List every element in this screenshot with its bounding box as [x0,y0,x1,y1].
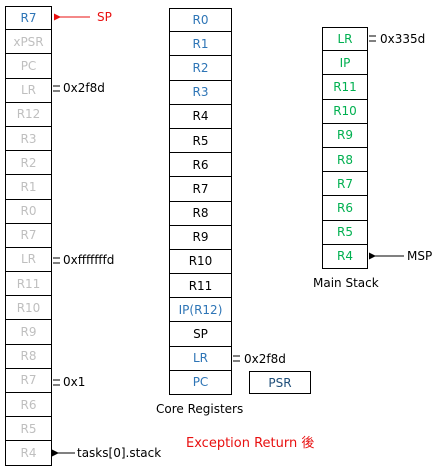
task-lr-value-2: 0xfffffffd [63,253,115,267]
main-stack-cell: LR [322,27,368,52]
main-stack-caption: Main Stack [313,276,379,290]
task-stack-cell: R6 [5,393,52,418]
task-stack-cell: R7 [5,6,52,31]
main-lr-value: 0x335d [380,32,426,46]
task-stack-cell: PC [5,54,52,79]
core-registers-caption: Core Registers [156,402,244,416]
core-register-cell: R8 [169,201,232,226]
core-register-cell: R0 [169,8,232,33]
task-stack-cell: R9 [5,320,52,345]
core-register-cell: R9 [169,225,232,250]
core-register-cell: R10 [169,249,232,275]
task-stack-cell: R11 [5,272,52,297]
psr-register: PSR [249,371,311,394]
sp-label: SP [97,10,112,24]
main-stack-cell: R7 [322,172,368,197]
main-stack: LR IP R11 R10 R9 R8 R7 R6 R5 R4 [322,27,368,269]
exception-return-caption: Exception Return 後 [186,436,315,451]
task-stack-cell: R3 [5,126,52,152]
task-stack-cell: R8 [5,344,52,369]
core-register-cell: R1 [169,32,232,57]
task-lr-value-1: 0x2f8d [63,81,105,95]
core-register-cell: SP [169,322,232,347]
task-stack-cell: LR [5,247,52,273]
task-stack-cell: R1 [5,175,52,200]
main-stack-cell: R5 [322,220,368,245]
core-register-cell: IP(R12) [169,298,232,323]
task-stack-cell: LR [5,78,52,103]
task-stack-cell: R5 [5,417,52,442]
main-stack-cell: R4 [322,244,368,269]
task-stack: R7 xPSR PC LR R12 R3 R2 R1 R0 R7 LR R11 R10 R9 R8 R7 R6 R… [5,6,52,466]
core-register-cell: PC [169,370,232,395]
core-register-cell: R4 [169,104,232,129]
main-stack-cell: R6 [322,196,368,221]
core-register-cell: R3 [169,80,232,105]
msp-label: MSP [407,249,433,263]
core-register-cell: R11 [169,274,232,299]
main-stack-cell: R11 [322,75,368,100]
core-lr-value: 0x2f8d [244,352,286,366]
core-register-cell: R2 [169,56,232,81]
main-stack-cell: R8 [322,147,368,173]
core-register-cell: LR [169,346,232,371]
task-stack-cell: R2 [5,151,52,176]
task-stack-cell: R10 [5,296,52,321]
task-stack-cell: R12 [5,102,52,127]
core-registers: R0 R1 R2 R3 R4 R5 R6 R7 R8 R9 R10 R11 IP(R12) SP LR PC [169,8,232,395]
main-stack-cell: R10 [322,99,368,124]
main-stack-cell: IP [322,51,368,76]
main-stack-cell: R9 [322,123,368,148]
task-stack-cell: R7 [5,223,52,248]
stack-base-label: tasks[0].stack [77,446,162,460]
task-r7-value: 0x1 [63,375,86,389]
core-register-cell: R5 [169,128,232,154]
task-stack-cell: xPSR [5,30,52,55]
task-stack-cell: R7 [5,368,52,393]
task-stack-cell: R0 [5,199,52,224]
core-register-cell: R7 [169,177,232,202]
core-register-cell: R6 [169,153,232,178]
task-stack-cell: R4 [5,441,52,466]
